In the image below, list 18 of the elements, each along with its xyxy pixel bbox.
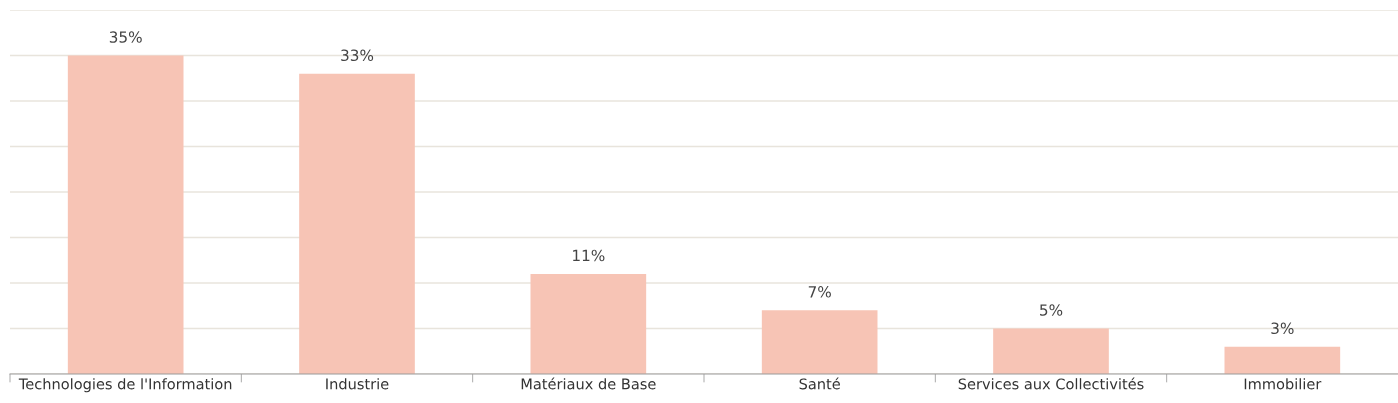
x-tick-label: Immobilier bbox=[1244, 378, 1322, 390]
data-label: 35% bbox=[109, 31, 142, 43]
x-tick-label: Industrie bbox=[326, 378, 389, 390]
bar bbox=[299, 73, 415, 374]
bar bbox=[993, 328, 1109, 374]
x-tick-label: Technologies de l'Information bbox=[18, 378, 232, 393]
data-label: 3% bbox=[1271, 322, 1294, 335]
data-label: 5% bbox=[1040, 304, 1063, 316]
x-tick-label: Services aux Collectivités bbox=[958, 377, 1144, 390]
data-label: 33% bbox=[341, 49, 374, 62]
bar bbox=[530, 273, 647, 374]
bar bbox=[761, 310, 878, 374]
bar bbox=[1224, 346, 1341, 374]
bar bbox=[67, 55, 184, 374]
data-label: 11% bbox=[573, 249, 605, 262]
data-label: 7% bbox=[808, 286, 831, 298]
x-tick-label: Santé bbox=[799, 377, 840, 390]
x-tick-label: Matériaux de Base bbox=[521, 377, 656, 390]
